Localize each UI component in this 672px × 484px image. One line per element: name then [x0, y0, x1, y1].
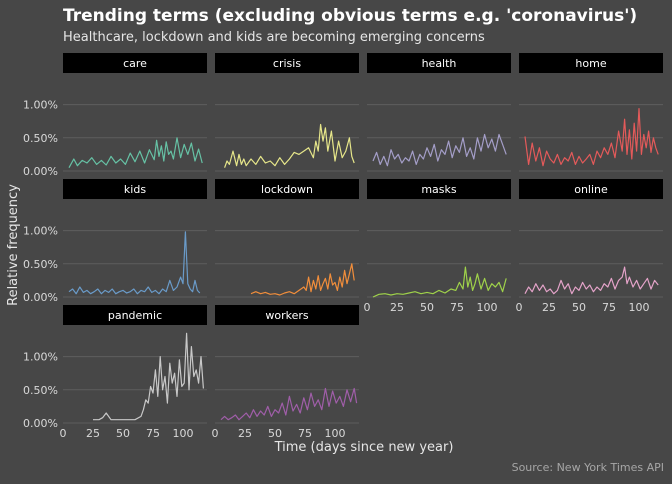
y-tick-label: 1.00% [23, 225, 58, 238]
x-tick-label: 0 [60, 427, 67, 440]
x-tick-label: 0 [212, 427, 219, 440]
facet-strip [519, 179, 663, 199]
facet-strip [215, 305, 359, 325]
facet-strip [63, 305, 207, 325]
facet-label: masks [421, 183, 457, 196]
x-tick-label: 100 [477, 301, 498, 314]
x-tick-label: 75 [602, 301, 616, 314]
series-line-care [68, 137, 203, 168]
facet-panel-masks: masks 0 25 50 75 100 [364, 179, 511, 314]
y-tick-label: 1.00% [23, 99, 58, 112]
x-tick-label: 100 [173, 427, 194, 440]
facet-strip [63, 179, 207, 199]
facet-strip [215, 53, 359, 73]
facet-label: lockdown [261, 183, 313, 196]
x-tick-label: 75 [298, 427, 312, 440]
x-tick-label: 75 [146, 427, 160, 440]
facet-panel-crisis: crisis [215, 53, 359, 172]
chart-title: Trending terms (excluding obvious terms … [63, 6, 637, 26]
x-tick-label: 25 [542, 301, 556, 314]
facet-label: health [422, 57, 457, 70]
series-line-kids [68, 231, 201, 295]
facet-panel-online: online 0 25 50 75 100 [516, 179, 663, 314]
series-line-lockdown [250, 263, 355, 296]
x-tick-label: 50 [572, 301, 586, 314]
chart-subtitle: Healthcare, lockdown and kids are becomi… [63, 30, 485, 45]
series-line-home [524, 107, 659, 167]
x-tick-label: 75 [450, 301, 464, 314]
facet-strip [215, 179, 359, 199]
x-tick-label: 50 [268, 427, 282, 440]
x-tick-label: 0 [516, 301, 523, 314]
x-tick-label: 25 [86, 427, 100, 440]
facet-panel-health: health [367, 53, 511, 172]
x-tick-label: 0 [364, 301, 371, 314]
x-tick-label: 25 [390, 301, 404, 314]
y-tick-label: 0.50% [23, 384, 58, 397]
facet-strip [367, 179, 511, 199]
facet-label: pandemic [108, 309, 162, 322]
facet-strip [63, 53, 207, 73]
facet-label: crisis [273, 57, 301, 70]
series-line-online [524, 266, 659, 295]
y-tick-label: 0.50% [23, 132, 58, 145]
y-axis-title: Relative frequency [6, 184, 21, 306]
facet-strip [519, 53, 663, 73]
facet-panels: care 0.00% 0.50% 1.00% crisis health home kids 0… [23, 53, 663, 440]
x-tick-label: 25 [238, 427, 252, 440]
y-tick-label: 0.00% [23, 417, 58, 430]
x-tick-label: 50 [116, 427, 130, 440]
facet-panel-lockdown: lockdown [215, 179, 359, 298]
x-tick-label: 100 [629, 301, 650, 314]
facet-label: kids [124, 183, 146, 196]
x-axis-title: Time (days since new year) [274, 440, 454, 455]
facet-label: home [575, 57, 606, 70]
x-tick-label: 50 [420, 301, 434, 314]
facet-label: online [574, 183, 608, 196]
caption: Source: New York Times API [512, 461, 664, 474]
series-line-workers [220, 387, 358, 421]
facet-panel-kids: kids 0.00% 0.50% 1.00% [23, 179, 207, 304]
y-tick-label: 0.00% [23, 165, 58, 178]
facet-panel-care: care 0.00% 0.50% 1.00% [23, 53, 207, 178]
series-line-masks [372, 266, 507, 298]
y-tick-label: 0.50% [23, 258, 58, 271]
facet-panel-workers: workers 0 25 50 75 100 [212, 305, 359, 440]
x-tick-label: 100 [325, 427, 346, 440]
facet-strip [367, 53, 511, 73]
y-tick-label: 1.00% [23, 351, 58, 364]
y-tick-label: 0.00% [23, 291, 58, 304]
facet-label: workers [265, 309, 309, 322]
facet-panel-home: home [519, 53, 663, 172]
series-line-health [372, 133, 507, 167]
facet-label: care [123, 57, 147, 70]
series-line-crisis [224, 123, 355, 168]
facet-panel-pandemic: pandemic 0.00% 0.50% 1.00% 0 25 50 75 100 [23, 305, 207, 440]
series-line-pandemic [93, 332, 204, 421]
